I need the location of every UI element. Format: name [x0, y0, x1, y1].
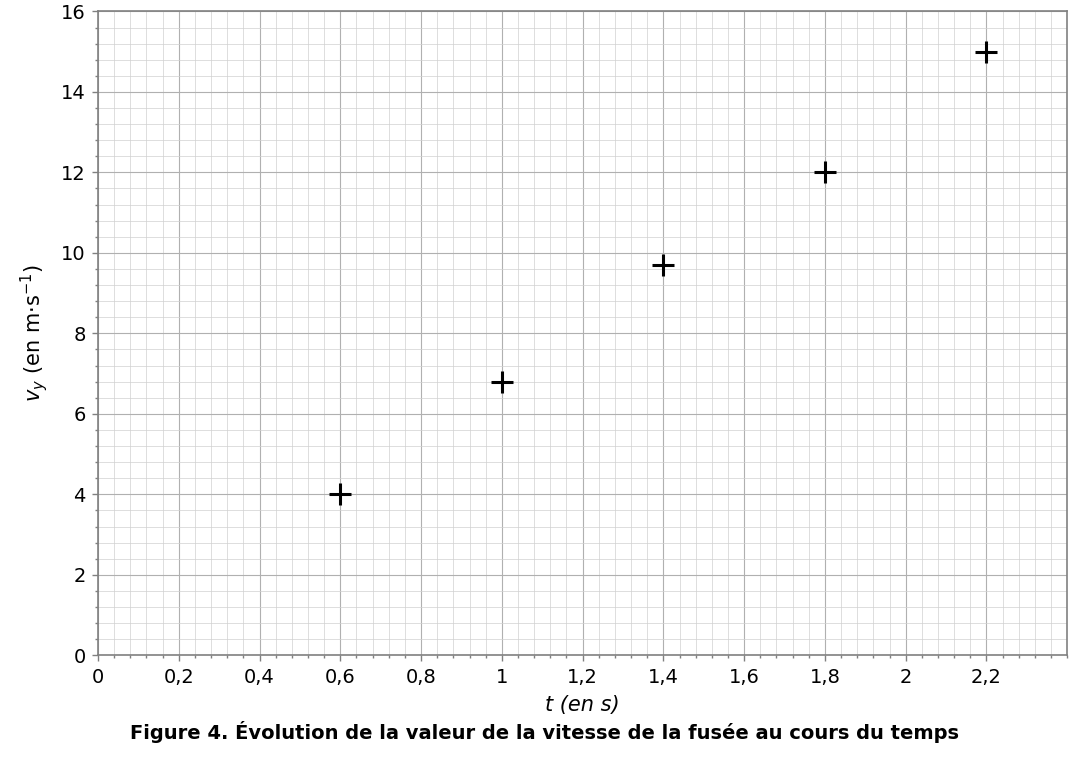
Y-axis label: $v_y$ (en m·s$^{-1}$): $v_y$ (en m·s$^{-1}$) [17, 264, 50, 402]
Text: Figure 4. Évolution de la valeur de la vitesse de la fusée au cours du temps: Figure 4. Évolution de la valeur de la v… [130, 721, 959, 743]
X-axis label: t (en s): t (en s) [546, 695, 620, 716]
